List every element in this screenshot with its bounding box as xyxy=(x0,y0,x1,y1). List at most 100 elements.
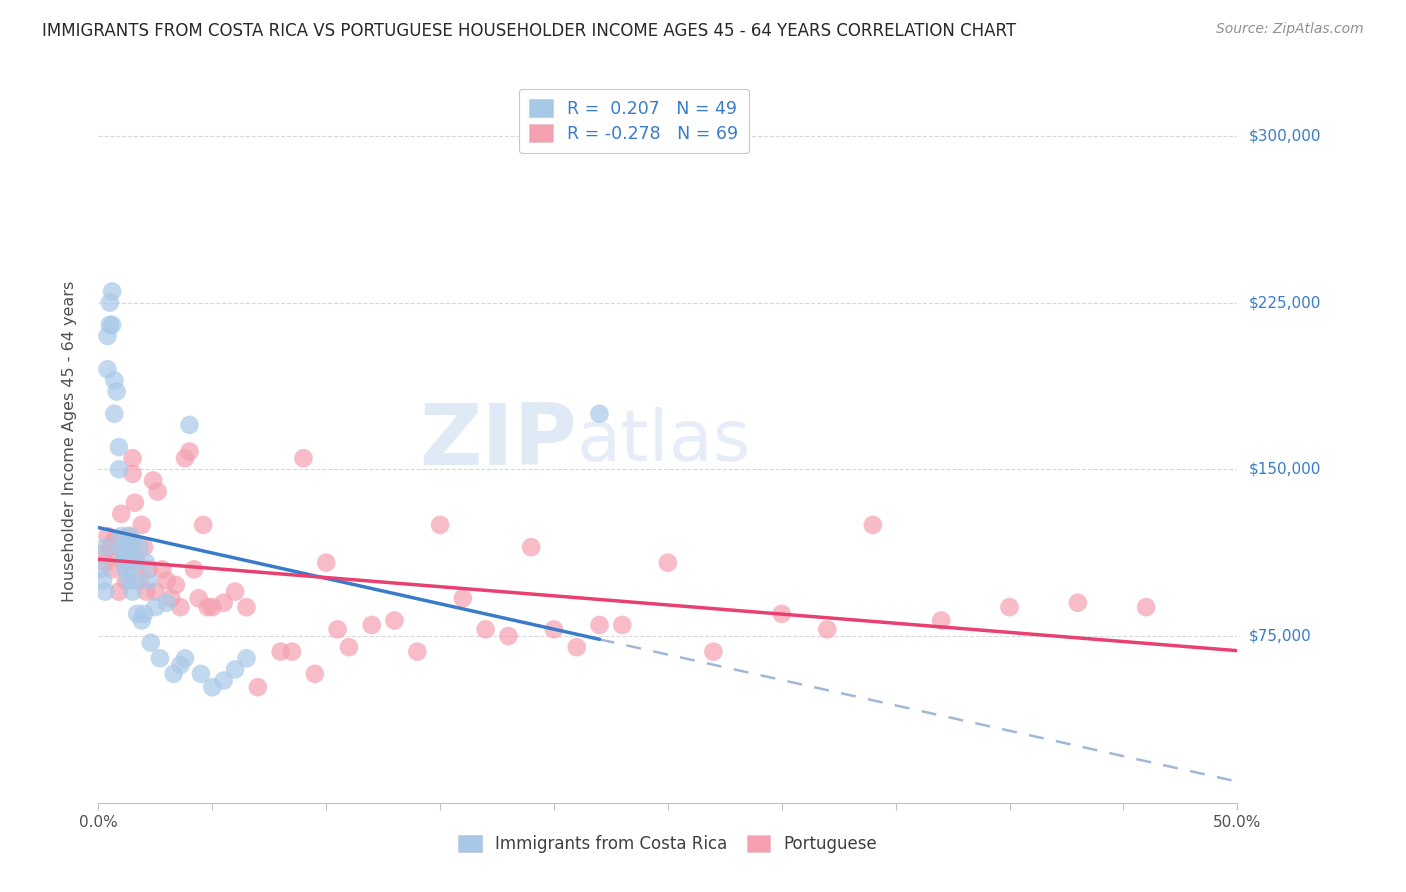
Point xyxy=(187,591,209,606)
Point xyxy=(135,584,157,599)
Point xyxy=(498,629,520,643)
Point xyxy=(588,618,610,632)
Point xyxy=(114,574,136,588)
Point xyxy=(103,407,125,421)
Point xyxy=(246,680,269,694)
Point xyxy=(146,484,169,499)
Text: $225,000: $225,000 xyxy=(1249,295,1320,310)
Point xyxy=(224,584,246,599)
Point xyxy=(132,607,155,621)
Point xyxy=(103,373,125,387)
Point xyxy=(1067,596,1090,610)
Point xyxy=(90,562,112,576)
Point xyxy=(193,517,215,532)
Point xyxy=(201,680,224,694)
Point xyxy=(108,440,131,454)
Point xyxy=(121,584,143,599)
Point xyxy=(326,623,349,637)
Point xyxy=(91,574,114,588)
Point xyxy=(165,578,187,592)
Point xyxy=(96,329,118,343)
Point xyxy=(162,666,184,681)
Point xyxy=(315,556,337,570)
Point xyxy=(91,547,114,561)
Point xyxy=(121,540,143,554)
Point xyxy=(565,640,588,655)
Point xyxy=(201,600,224,615)
Point xyxy=(131,614,153,628)
Text: atlas: atlas xyxy=(576,407,751,476)
Point xyxy=(108,584,131,599)
Point xyxy=(98,295,121,310)
Point xyxy=(124,574,146,588)
Point xyxy=(169,600,191,615)
Point xyxy=(110,540,132,554)
Point xyxy=(169,657,191,672)
Point xyxy=(235,600,257,615)
Point xyxy=(135,556,157,570)
Point xyxy=(406,645,429,659)
Text: Source: ZipAtlas.com: Source: ZipAtlas.com xyxy=(1216,22,1364,37)
Point xyxy=(121,451,143,466)
Point xyxy=(174,451,197,466)
Point xyxy=(94,540,117,554)
Point xyxy=(96,529,118,543)
Point xyxy=(160,591,183,606)
Point xyxy=(101,285,124,299)
Point xyxy=(212,596,235,610)
Point xyxy=(281,645,304,659)
Point xyxy=(520,540,543,554)
Point xyxy=(429,517,451,532)
Point xyxy=(451,591,474,606)
Point xyxy=(657,556,679,570)
Point xyxy=(384,614,406,628)
Point xyxy=(929,614,952,628)
Point xyxy=(120,529,142,543)
Point xyxy=(101,562,124,576)
Point xyxy=(702,645,724,659)
Point xyxy=(138,562,160,576)
Point xyxy=(150,562,173,576)
Point xyxy=(105,384,128,399)
Point xyxy=(124,556,146,570)
Point xyxy=(121,467,143,481)
Point xyxy=(110,507,132,521)
Point xyxy=(132,540,155,554)
Point xyxy=(120,533,142,548)
Point xyxy=(815,623,838,637)
Text: $300,000: $300,000 xyxy=(1249,128,1320,144)
Text: $150,000: $150,000 xyxy=(1249,462,1320,477)
Point xyxy=(212,673,235,688)
Point xyxy=(190,666,212,681)
Point xyxy=(156,596,179,610)
Point xyxy=(124,496,146,510)
Point xyxy=(110,529,132,543)
Point xyxy=(156,574,179,588)
Point xyxy=(543,623,565,637)
Point xyxy=(142,474,165,488)
Point xyxy=(179,444,201,458)
Point xyxy=(94,584,117,599)
Point xyxy=(112,544,135,558)
Point xyxy=(292,451,315,466)
Point xyxy=(149,651,172,665)
Point xyxy=(304,666,326,681)
Point xyxy=(224,662,246,676)
Point xyxy=(1135,600,1157,615)
Point xyxy=(862,517,884,532)
Point xyxy=(360,618,382,632)
Point xyxy=(131,517,153,532)
Point xyxy=(474,623,496,637)
Point xyxy=(108,462,131,476)
Point xyxy=(114,556,136,570)
Text: ZIP: ZIP xyxy=(419,400,576,483)
Point xyxy=(117,574,139,588)
Point xyxy=(588,407,610,421)
Point xyxy=(101,318,124,332)
Point xyxy=(103,533,125,548)
Point xyxy=(105,547,128,561)
Point xyxy=(127,556,149,570)
Point xyxy=(183,562,205,576)
Point xyxy=(127,607,149,621)
Point xyxy=(120,551,142,566)
